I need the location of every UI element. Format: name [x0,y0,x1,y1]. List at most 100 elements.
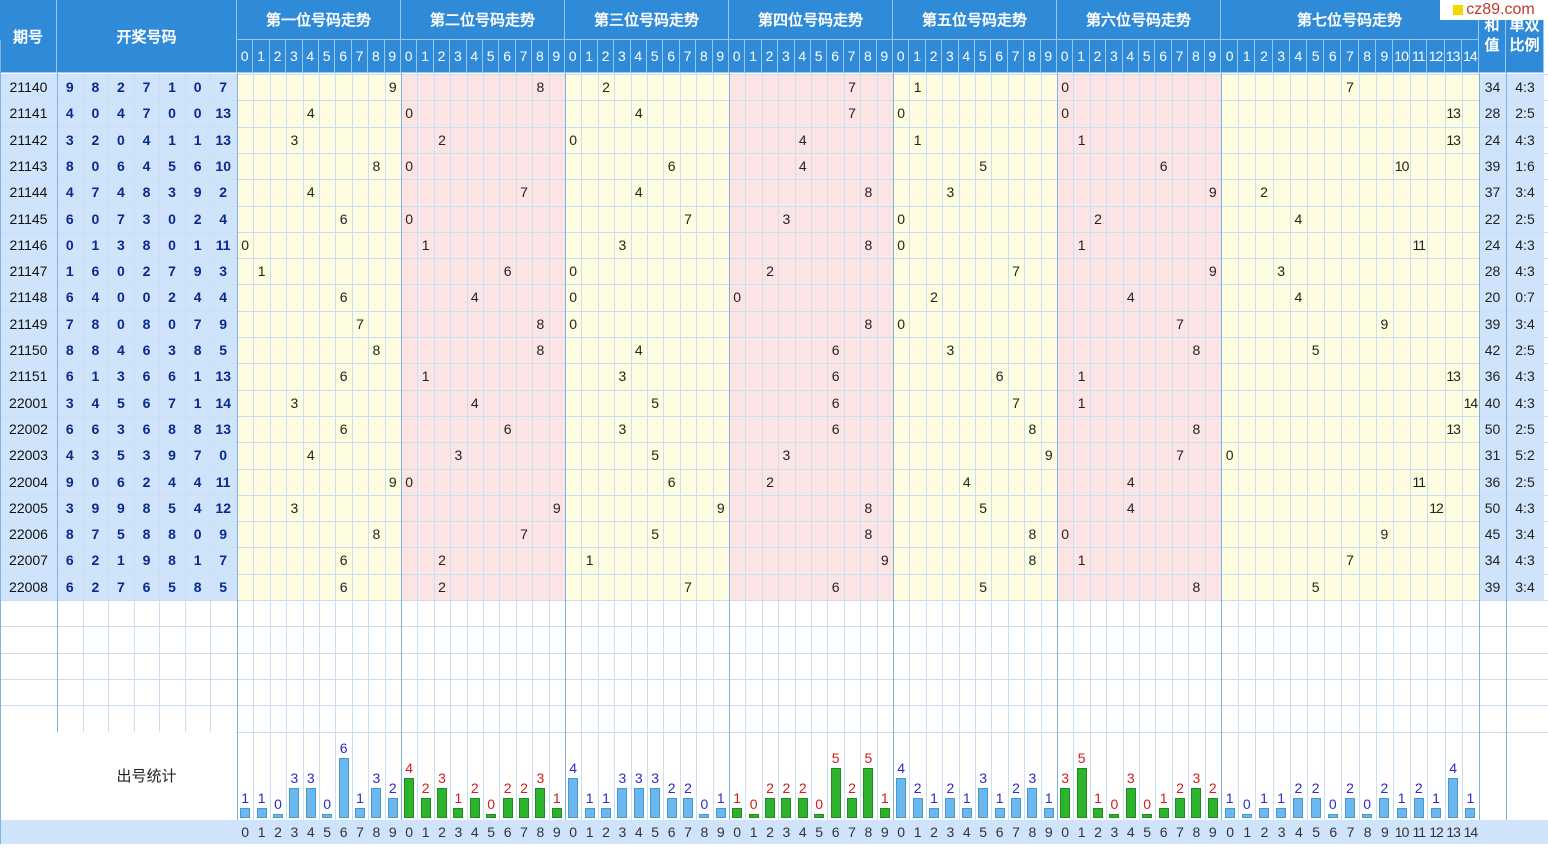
digit-header: 0 [401,40,418,73]
trend-mark: 2 [1260,184,1268,201]
count-bar [1109,813,1120,818]
drawn-number: 7 [219,552,228,569]
footer-digit: 8 [1363,823,1372,840]
drawn-number: 13 [215,105,231,122]
trend-mark: 0 [405,105,414,122]
footer-digit: 2 [766,823,774,840]
count-label: 3 [372,769,381,786]
grid-vline [133,40,135,844]
drawn-number: 13 [215,131,231,148]
sum-cell: 22 [1484,210,1501,227]
grid-vline [483,40,484,844]
drawn-number: 3 [117,236,125,253]
footer-digit: 6 [339,823,348,840]
count-bar [912,797,923,818]
issue-cell: 21140 [9,79,48,95]
count-bar [453,807,464,818]
site-logo[interactable]: cz89.com [1440,0,1548,20]
grid-vline [1461,40,1463,844]
sum-cell: 28 [1484,105,1501,122]
footer-digit: 4 [1126,823,1135,840]
count-bar [699,813,710,818]
drawn-number: 8 [168,420,176,437]
count-bar [256,807,267,818]
trend-mark: 0 [405,157,414,174]
grid-vline [614,40,616,844]
count-label: 3 [1028,769,1037,786]
position-header-6: 第六位号码走势 [1057,0,1221,40]
grid-hline [0,284,1548,286]
ratio-cell: 4:3 [1515,79,1535,95]
count-label: 3 [438,769,446,786]
drawn-number: 6 [65,578,74,595]
count-label: 1 [454,789,463,806]
count-bar [1011,797,1021,818]
drawn-number: 9 [193,184,202,201]
trend-mark: 3 [946,184,955,201]
count-label: 1 [1159,789,1168,806]
trend-mark: 2 [766,263,774,280]
grid-vline [532,40,534,844]
trend-mark: 0 [569,263,578,280]
grid-vline [729,40,730,844]
grid-vline [302,40,304,844]
trend-mark: 5 [651,447,660,464]
footer-digit: 2 [602,823,610,840]
trend-mark: 8 [536,342,545,358]
trend-mark: 4 [962,473,971,490]
grid-vline [1444,40,1446,844]
trend-mark: 2 [438,578,446,595]
drawn-number: 1 [91,368,100,385]
grid-vline [1073,40,1075,844]
trend-mark: 6 [339,368,348,385]
drawn-number: 3 [219,263,228,280]
count-label: 3 [536,769,545,786]
count-label: 1 [716,789,725,806]
count-bar [1448,777,1459,818]
trend-mark: 7 [848,105,856,122]
trend-mark: 0 [241,236,250,253]
footer-digit: 8 [536,823,545,840]
drawn-number: 1 [168,131,176,148]
trend-mark: 0 [733,289,742,306]
footer-digit: 2 [1094,823,1102,840]
grid-vline [269,40,271,844]
footer-digit: 3 [454,823,463,840]
trend-mark: 2 [766,473,774,490]
grid-vline [82,40,84,844]
drawn-number: 7 [117,578,125,595]
ratio-cell: 1:6 [1515,157,1535,174]
count-bar [1259,807,1269,818]
footer-digit: 9 [880,823,889,840]
drawn-number: 8 [142,236,151,253]
count-bar [732,807,743,818]
footer-digit: 1 [1077,823,1086,840]
count-bar [469,797,480,818]
drawn-number: 8 [193,420,202,437]
issue-cell: 21150 [9,342,48,358]
grid-vline [433,40,435,844]
digit-header: 0 [1221,40,1239,73]
issue-cell: 22007 [9,552,48,569]
trend-mark: 14 [1463,394,1479,411]
trend-mark: 4 [470,394,479,411]
grid-vline [1272,40,1274,844]
count-label: 3 [634,769,643,786]
count-label: 0 [815,795,824,812]
drawn-number: 6 [142,578,151,595]
count-bar [289,787,300,818]
trend-mark: 7 [684,210,692,227]
drawn-number: 3 [65,499,74,516]
count-bar [1224,807,1235,818]
trend-mark: 8 [864,184,873,201]
ratio-cell: 4:3 [1515,394,1535,411]
digit-header: 0 [729,40,746,73]
drawn-number: 5 [219,342,228,358]
grid-hline [0,626,1548,628]
drawn-number: 2 [193,210,202,227]
drawn-number: 7 [219,79,228,95]
grid-vline [1106,40,1108,844]
digit-header: 1 [417,40,434,73]
sum-cell: 39 [1484,315,1501,332]
grid-vline [499,40,501,844]
